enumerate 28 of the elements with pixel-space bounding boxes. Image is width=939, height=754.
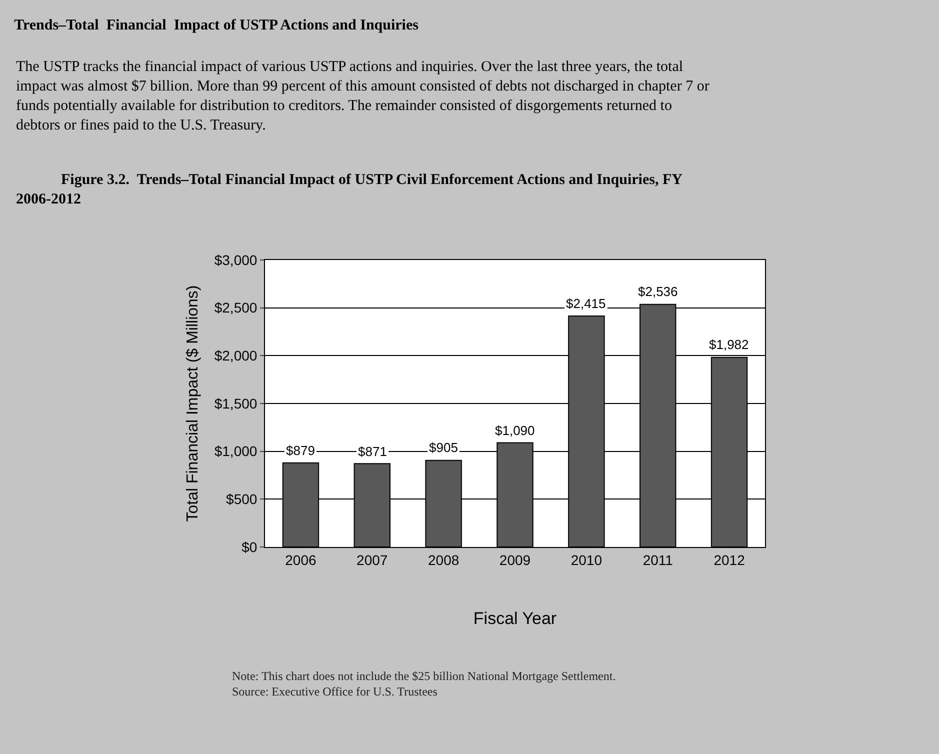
data-label: $905 (429, 440, 458, 455)
data-label: $2,415 (566, 296, 606, 311)
data-label: $1,090 (495, 423, 535, 438)
text: Note: This chart does not include the $25 billion National Mortgage Settlement. (232, 669, 616, 683)
y-tick-label: $0 (242, 538, 258, 555)
x-tick-label: 2011 (642, 552, 674, 568)
x-tick-label: 2008 (428, 552, 460, 568)
x-tick-label: 2010 (570, 552, 602, 568)
chart-title: Trends–Total Financial Impact of USTP Actions and Inquiries (14, 17, 419, 34)
data-label: $879 (286, 443, 315, 458)
data-label: $1,982 (709, 337, 749, 352)
y-tick-label: $2,000 (214, 348, 258, 364)
y-tick-label: $2,500 (214, 300, 258, 316)
y-tick-label: $3,000 (214, 252, 258, 268)
y-tick-label: $1,500 (214, 395, 258, 412)
data-label: $871 (358, 444, 387, 459)
y-axis-title: Total Financial Impact ($ Millions) (184, 285, 202, 522)
y-tick-label: $500 (226, 491, 258, 508)
x-axis-title: Fiscal Year (473, 609, 557, 628)
source-note: Source: Executive Office for U.S. Trustees (232, 684, 438, 699)
caption: Figure 3.2. Trends–Total Financial Impact of USTP Civil Enforcement Actions and Inquiries, FY 2006-2012 (16, 172, 683, 208)
chart-subtitle: The USTP tracks the financial impact of various USTP actions and inquiries. Over the last three years, the total impact was almost $7 billion. More than 99 percent of this amount consisted of debts not discharged in chapter 7 or funds potentially available for distribution to creditors. The remainder consisted of disgorgements returned to debtors or fines paid to the U.S. Treasury. (16, 59, 710, 134)
data-label: $2,536 (638, 284, 678, 299)
x-tick-label: 2007 (356, 552, 388, 568)
x-tick-label: 2006 (285, 552, 316, 568)
x-tick-label: 2009 (499, 552, 531, 568)
x-tick-label: 2012 (714, 552, 746, 568)
y-tick-label: $1,000 (214, 443, 258, 460)
